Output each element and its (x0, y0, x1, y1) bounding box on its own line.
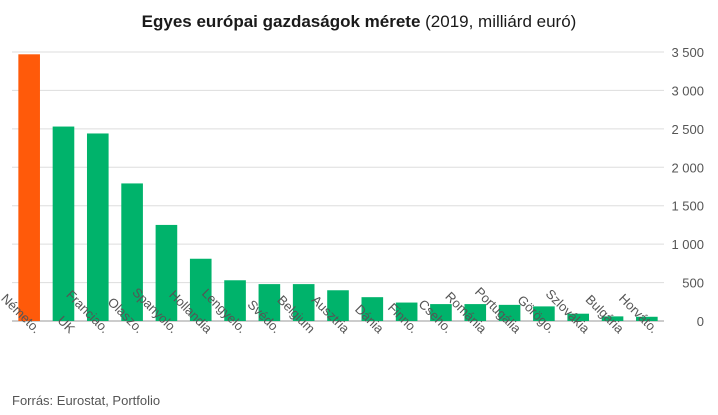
bar-spanyolo (155, 224, 178, 321)
chart-title-main: Egyes európai gazdaságok mérete (141, 12, 421, 31)
bar-bulgária (601, 316, 624, 321)
bar-dánia (361, 297, 384, 321)
gridlines (12, 51, 664, 322)
bar-svédo (258, 284, 281, 321)
chart-title-units: (2019, milliárd euró) (420, 12, 577, 31)
bar-horváto (636, 316, 658, 321)
bar-belgium (292, 284, 315, 321)
bar-ausztria (327, 290, 349, 321)
y-tick-label: 0 (697, 314, 704, 329)
y-tick-label: 1 000 (671, 237, 704, 252)
y-axis-ticks: 0 500 1 000 1 500 2 000 2 500 3 000 3 500 (671, 45, 704, 329)
chart-title: Egyes európai gazdaságok mérete (2019, m… (0, 12, 718, 32)
bar-románia (464, 304, 487, 321)
y-tick-label: 2 000 (671, 160, 704, 175)
bar-portugália (498, 304, 521, 321)
bar-lengyelo (224, 280, 246, 321)
y-tick-label: 2 500 (671, 122, 704, 137)
bar-szlovákia (567, 313, 590, 321)
y-tick-label: 3 000 (671, 83, 704, 98)
y-tick-label: 3 500 (671, 45, 704, 60)
source-note: Forrás: Eurostat, Portfolio (12, 393, 161, 408)
bar-cseho (430, 304, 452, 321)
bar-franciao (86, 133, 109, 321)
bar-németo (18, 54, 40, 321)
bar-uk (52, 126, 75, 322)
bar-olaszo (121, 183, 143, 321)
bar-görögo (533, 306, 555, 321)
bar-hollandia (189, 258, 212, 321)
bars (18, 54, 658, 322)
y-tick-label: 1 500 (671, 199, 704, 214)
bar-finno (395, 302, 418, 321)
y-tick-label: 500 (682, 276, 704, 291)
